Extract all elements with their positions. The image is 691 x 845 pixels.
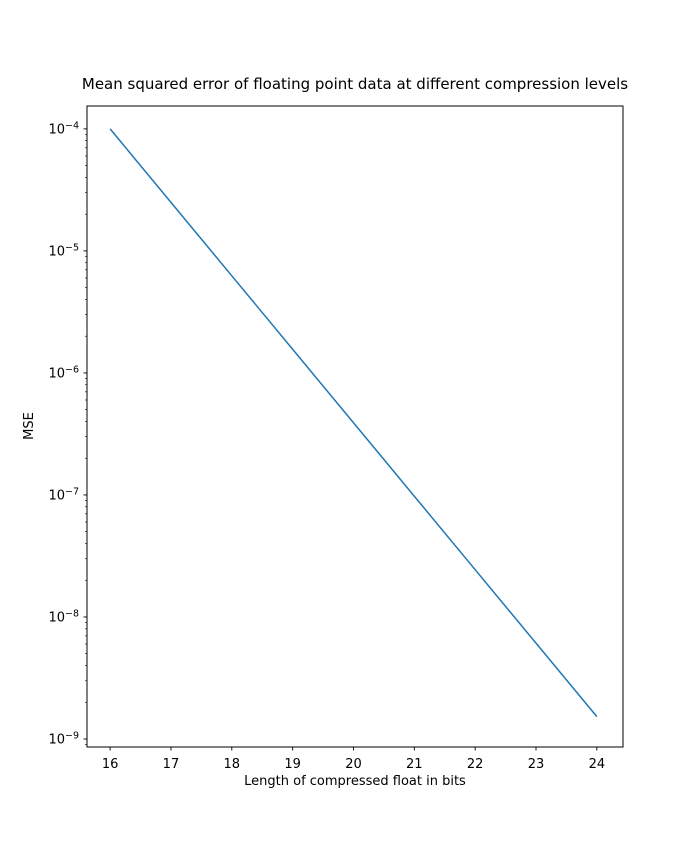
y-tick-label: 10−6 (48, 365, 79, 382)
x-tick-label: 18 (224, 757, 241, 772)
y-tick-label: 10−9 (48, 731, 79, 748)
y-tick-label: 10−4 (48, 121, 79, 138)
series-line (109, 128, 598, 718)
x-tick-label: 21 (406, 757, 423, 772)
plot-frame (86, 105, 624, 748)
x-tick-label: 19 (284, 757, 301, 772)
x-tick-label: 24 (589, 757, 606, 772)
x-axis-label: Length of compressed float in bits (244, 774, 466, 789)
x-tick-label: 17 (163, 757, 180, 772)
y-axis-label: MSE (22, 412, 37, 440)
chart-title: Mean squared error of floating point dat… (82, 75, 628, 93)
y-tick-label: 10−7 (48, 487, 79, 504)
axes: 16 17 18 19 20 21 22 23 24 10−4 10−5 10−6 10−7 10−8 10… (48, 105, 624, 772)
x-tick-label: 22 (467, 757, 484, 772)
x-tick-label: 23 (528, 757, 545, 772)
x-tick-label: 16 (102, 757, 119, 772)
y-tick-label: 10−8 (48, 609, 79, 626)
x-tick-label: 20 (345, 757, 362, 772)
y-tick-label: 10−5 (48, 243, 79, 260)
